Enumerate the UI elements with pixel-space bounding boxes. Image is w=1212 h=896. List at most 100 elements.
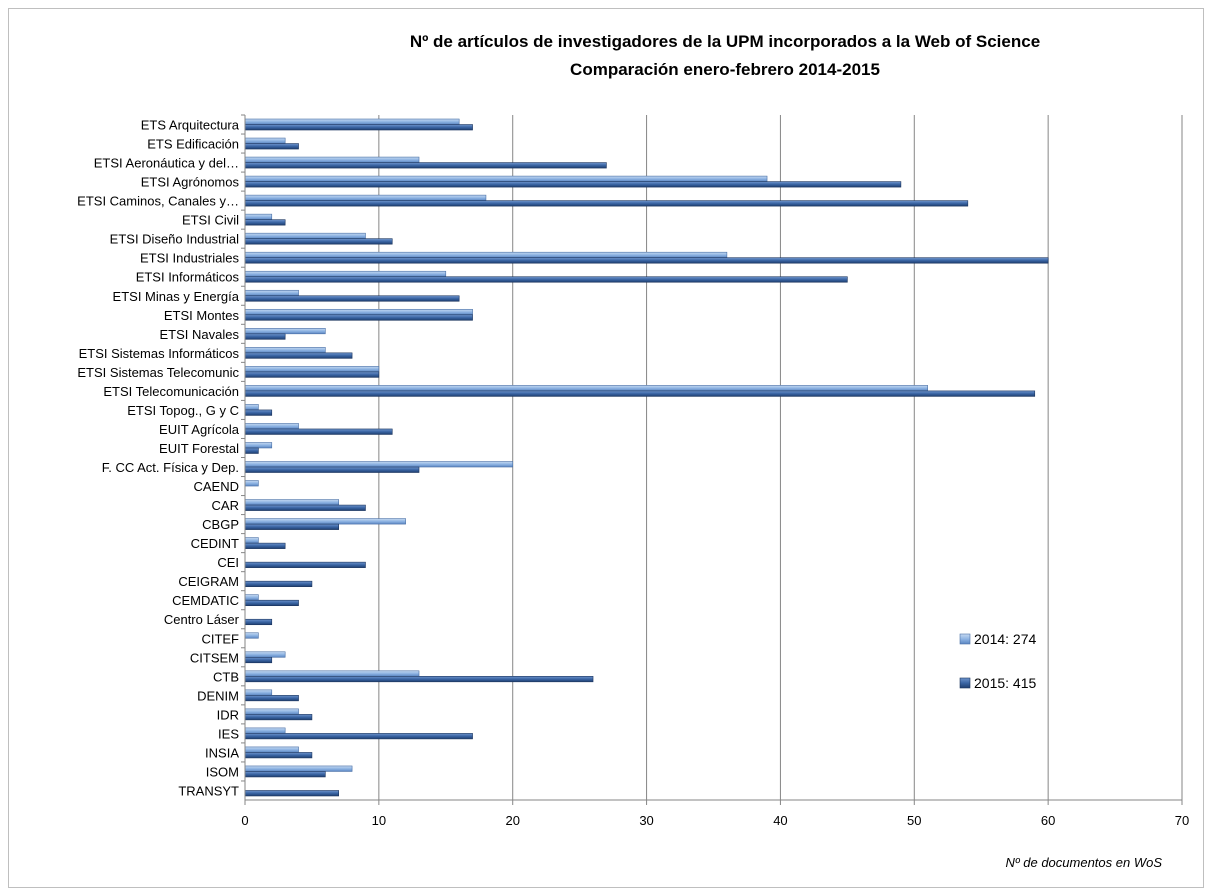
category-label: ETSI Navales — [160, 327, 240, 342]
category-label: ETSI Montes — [164, 308, 240, 323]
x-tick-label: 70 — [1175, 813, 1189, 828]
category-label: ETSI Telecomunicación — [103, 384, 239, 399]
bar-2015 — [244, 542, 286, 549]
bar-2015 — [244, 466, 420, 473]
chart-frame — [8, 8, 1204, 888]
category-label: ETSI Informáticos — [136, 270, 240, 285]
bar-2014 — [244, 328, 326, 335]
category-label: ETSI Sistemas Informáticos — [79, 346, 240, 361]
chart-title: Nº de artículos de investigadores de la … — [409, 32, 1041, 51]
category-label: ETSI Topog., G y C — [127, 403, 239, 418]
category-label: CTB — [213, 669, 239, 684]
bar-2014 — [244, 537, 259, 544]
category-label: ETS Arquitectura — [141, 118, 240, 133]
bar-2014 — [244, 137, 286, 144]
bar-2014 — [244, 347, 326, 354]
category-label: F. CC Act. Física y Dep. — [102, 460, 239, 475]
bar-2014 — [244, 194, 487, 201]
x-tick-label: 0 — [241, 813, 248, 828]
category-label: CEMDATIC — [172, 593, 239, 608]
bar-2014 — [244, 289, 299, 297]
chart-subtitle: Comparación enero-febrero 2014-2015 — [570, 60, 880, 79]
bar-2015 — [244, 447, 259, 454]
x-tick-label: 20 — [505, 813, 519, 828]
bar-2014 — [244, 594, 259, 601]
category-label: DENIM — [197, 688, 239, 703]
category-label: CEDINT — [191, 536, 239, 551]
category-label: EUIT Agrícola — [159, 422, 240, 437]
bar-2014 — [244, 308, 473, 316]
category-label: IDR — [217, 707, 239, 722]
category-label: CBGP — [202, 517, 239, 532]
bar-2014 — [244, 518, 406, 525]
bar-2015 — [244, 371, 380, 378]
category-label: ETSI Civil — [182, 213, 239, 228]
bar-2015 — [244, 752, 313, 759]
bar-2014 — [244, 708, 299, 715]
legend-label-2015: 2015: 415 — [974, 675, 1036, 691]
category-label: ISOM — [206, 764, 239, 779]
legend-label-2014: 2014: 274 — [974, 631, 1036, 647]
category-label: EUIT Forestal — [159, 441, 239, 456]
bar-2015 — [244, 352, 353, 359]
bar-2014 — [244, 632, 259, 639]
bar-2014 — [244, 156, 420, 163]
category-label: ETSI Diseño Industrial — [110, 232, 239, 247]
bar-2014 — [244, 423, 299, 430]
bar-2015 — [244, 580, 313, 587]
bar-2014 — [244, 746, 299, 753]
category-label: CAEND — [193, 479, 239, 494]
category-label: CEIGRAM — [178, 574, 239, 589]
category-label: ETSI Agrónomos — [141, 175, 240, 190]
category-label: ETSI Industriales — [140, 251, 239, 266]
category-label: IES — [218, 726, 239, 741]
x-tick-label: 30 — [639, 813, 653, 828]
bar-2015 — [244, 181, 902, 188]
category-label: CITEF — [201, 631, 239, 646]
bar-2015 — [244, 523, 339, 530]
bar-2014 — [244, 670, 420, 677]
x-tick-label: 40 — [773, 813, 787, 828]
bar-2015 — [244, 333, 286, 340]
bar-2015 — [244, 219, 286, 226]
bar-2014 — [244, 270, 447, 278]
bar-2014 — [244, 232, 366, 239]
category-label: TRANSYT — [178, 783, 239, 798]
bar-2015 — [244, 714, 313, 721]
bar-2015 — [244, 771, 326, 778]
category-label: ETSI Aeronáutica y del… — [94, 156, 239, 171]
bar-2015 — [244, 238, 393, 245]
category-label: ETSI Sistemas Telecomunic — [77, 365, 239, 380]
bar-2015 — [244, 428, 393, 435]
legend-swatch-2015 — [959, 677, 971, 689]
bar-2015 — [244, 695, 299, 702]
bar-2014 — [244, 442, 273, 449]
category-label: CEI — [217, 555, 239, 570]
bar-2014 — [244, 118, 460, 125]
bar-2015 — [244, 561, 366, 568]
x-tick-label: 60 — [1041, 813, 1055, 828]
bar-2014 — [244, 175, 768, 182]
bar-2014 — [244, 727, 286, 734]
bar-2015 — [244, 200, 969, 207]
bar-2015 — [244, 409, 273, 416]
bar-2014 — [244, 480, 259, 487]
category-label: ETSI Minas y Energía — [113, 289, 240, 304]
bar-2014 — [244, 689, 273, 696]
legend: 2014: 274 2015: 415 — [959, 631, 1036, 691]
bar-2014 — [244, 385, 928, 392]
bar-2015 — [244, 143, 299, 150]
bar-2014 — [244, 461, 514, 468]
bar-2014 — [244, 765, 353, 772]
category-label: Centro Láser — [164, 612, 240, 627]
bar-2015 — [244, 314, 473, 321]
bar-2015 — [244, 295, 460, 302]
bar-2014 — [244, 499, 339, 506]
category-label: CITSEM — [190, 650, 239, 665]
bar-2014 — [244, 213, 273, 220]
bar-2015 — [244, 790, 339, 797]
x-axis-title: Nº de documentos en WoS — [1006, 855, 1163, 870]
category-label: INSIA — [205, 745, 239, 760]
bar-2015 — [244, 162, 607, 169]
